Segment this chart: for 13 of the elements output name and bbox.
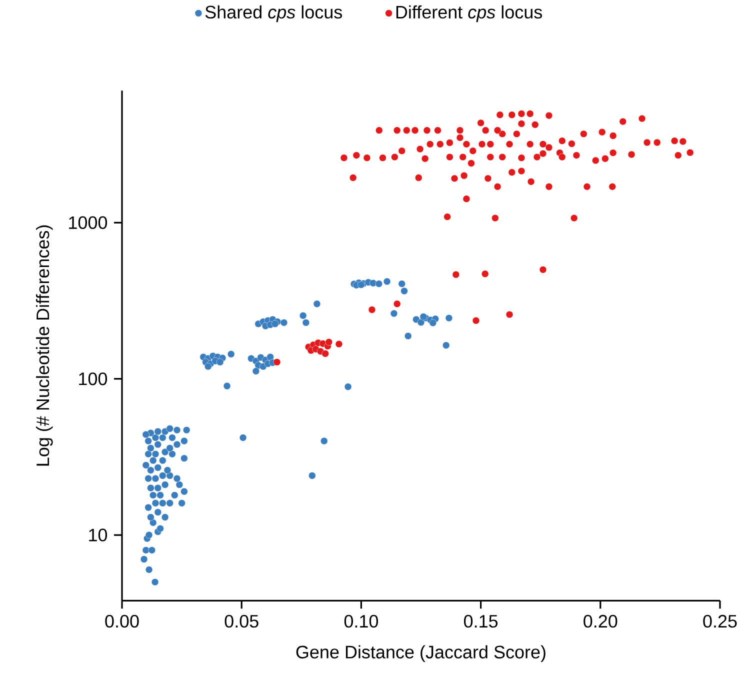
y-tick-label: 10 (89, 528, 108, 542)
x-tick-label: 0.25 (703, 615, 737, 628)
y-tick-label: 1000 (69, 216, 108, 230)
x-tick-label: 0.00 (105, 615, 139, 628)
legend-label: Different cps locus (396, 5, 542, 22)
y-tick-label: 100 (79, 372, 108, 386)
x-tick-label: 0.15 (464, 615, 498, 628)
y-axis-title: Log (# Nucleotide Differences) (36, 226, 53, 466)
x-axis-title: Gene Distance (Jaccard Score) (296, 645, 546, 662)
x-tick-label: 0.10 (344, 615, 378, 628)
legend-label: Shared cps locus (205, 5, 342, 22)
x-tick-label: 0.20 (584, 615, 618, 628)
x-tick-label: 0.05 (224, 615, 258, 628)
